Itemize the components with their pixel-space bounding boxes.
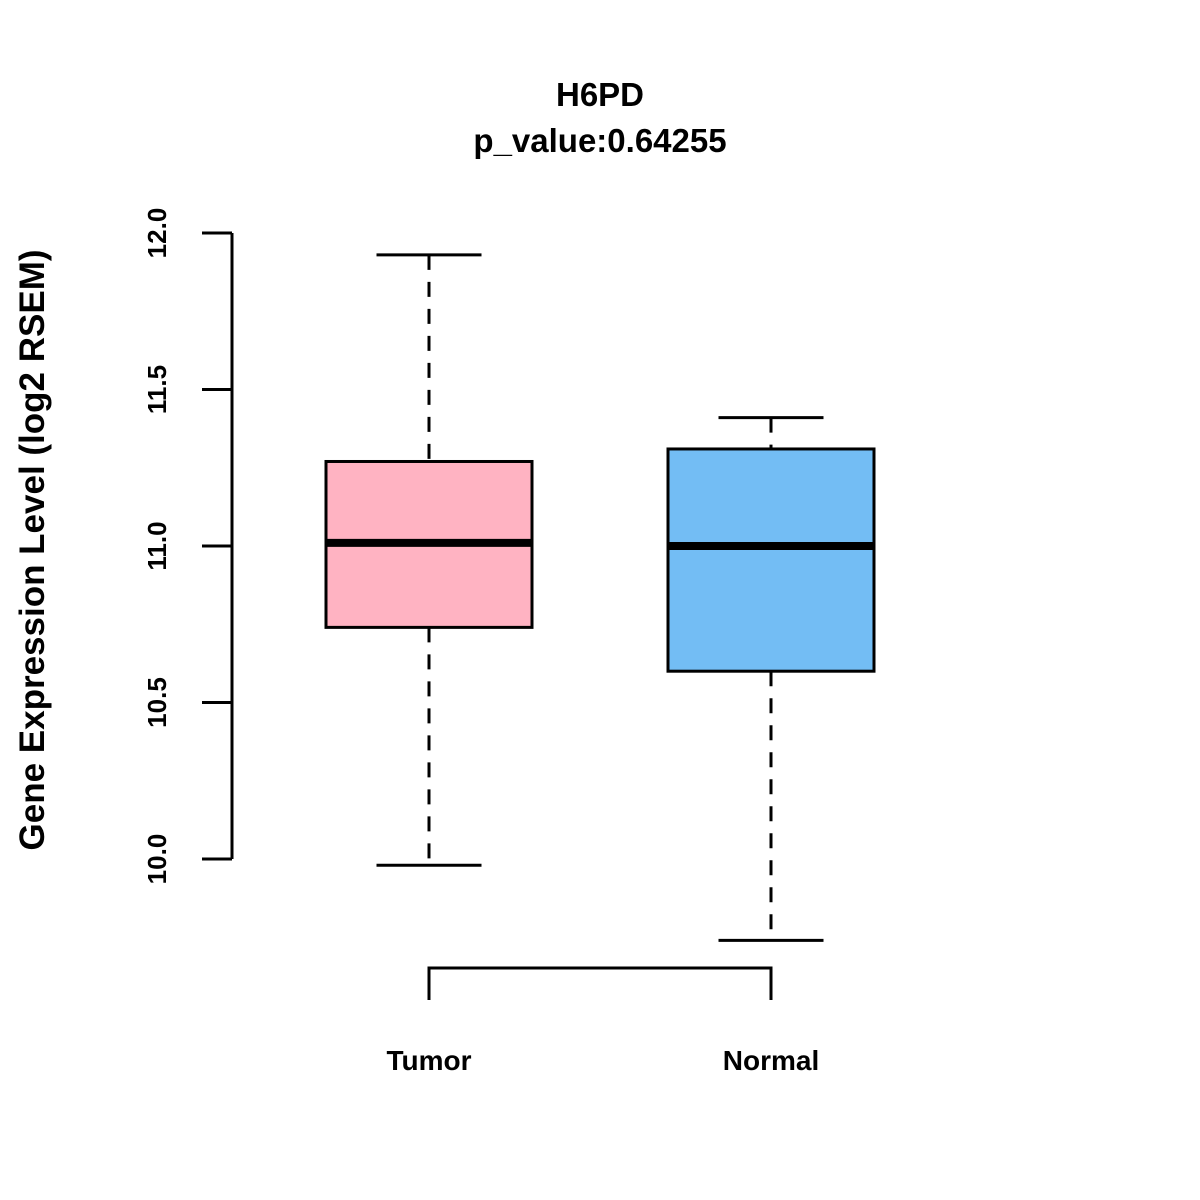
y-axis-tick-label: 10.0 bbox=[142, 834, 172, 885]
y-axis-tick-label: 10.5 bbox=[142, 677, 172, 728]
normal-box bbox=[666, 447, 876, 673]
chart-subtitle: p_value:0.64255 bbox=[473, 122, 727, 159]
y-axis-tick-label: 11.5 bbox=[142, 365, 172, 414]
chart-title: H6PD bbox=[555, 76, 645, 113]
comparison-bracket bbox=[427, 966, 773, 1000]
y-axis-label: Gene Expression Level (log2 RSEM) bbox=[13, 249, 52, 851]
x-axis-label-tumor: Tumor bbox=[386, 1045, 471, 1076]
x-axis-label-normal: Normal bbox=[723, 1045, 819, 1076]
y-axis-tick-label: 11.0 bbox=[142, 521, 172, 570]
y-axis-tick-label: 12.0 bbox=[142, 208, 172, 259]
